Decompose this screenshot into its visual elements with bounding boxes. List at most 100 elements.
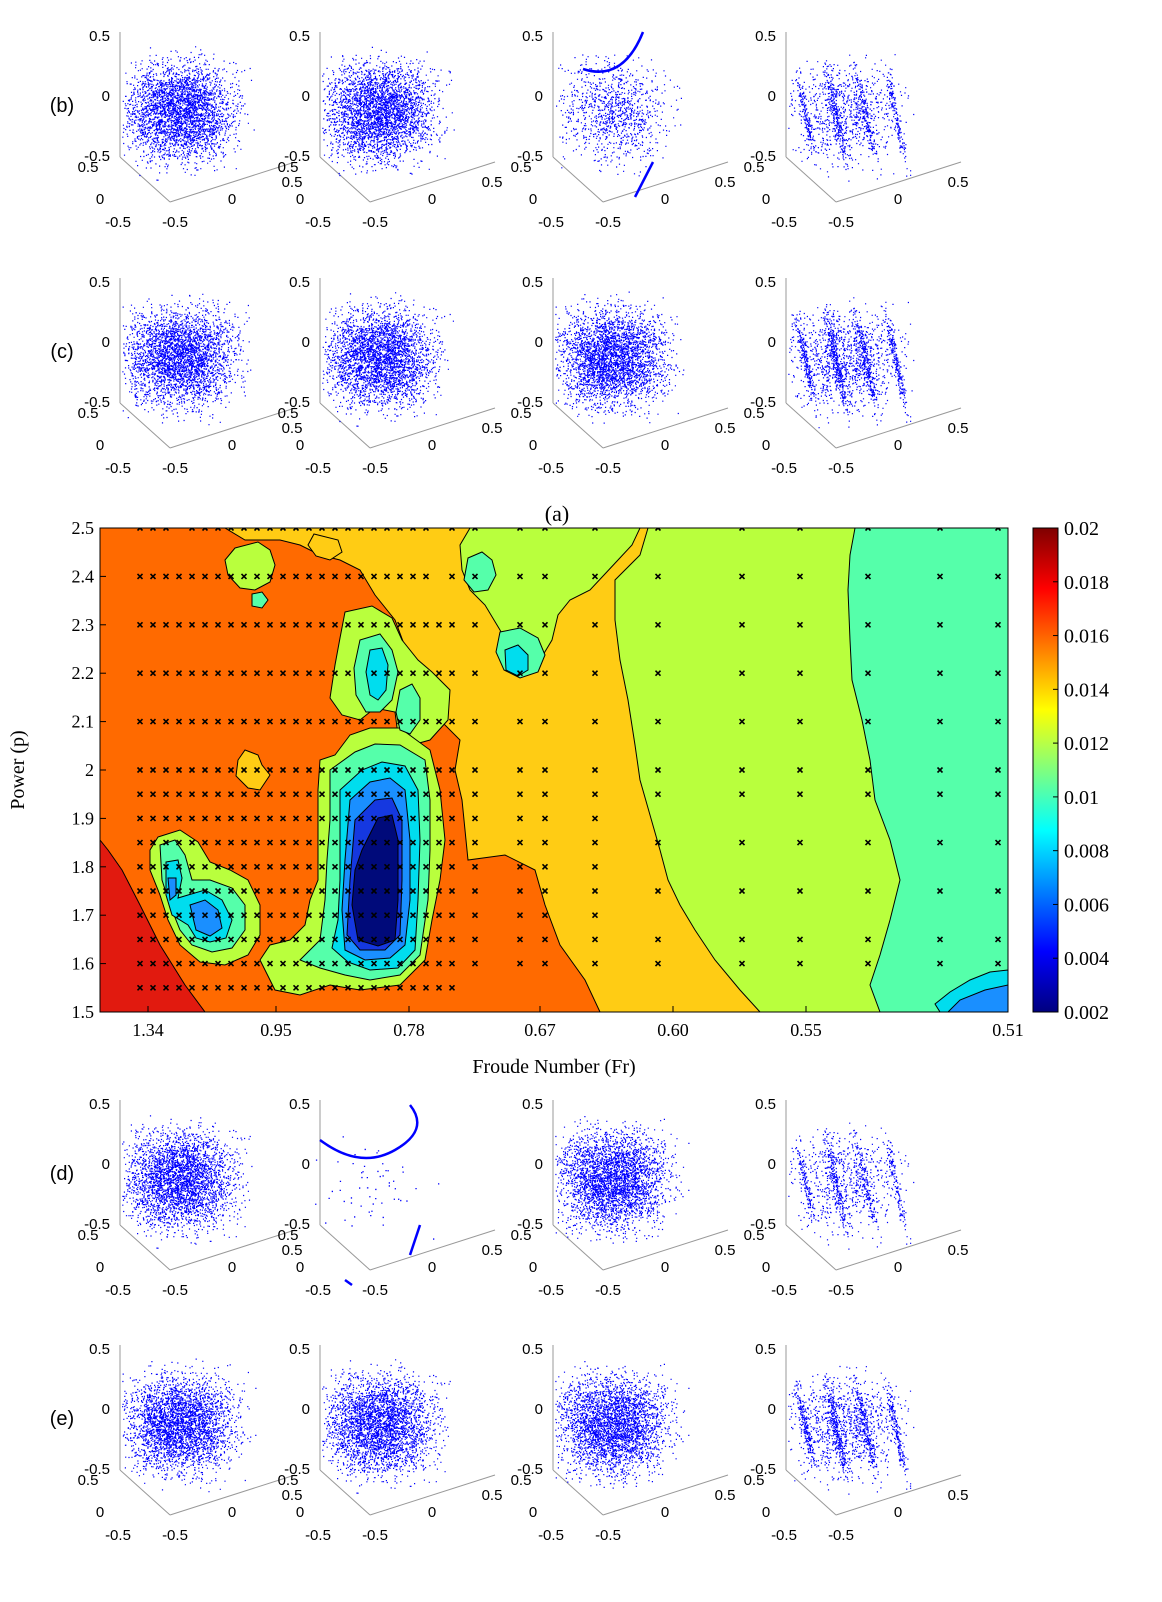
contour-region [463,551,497,593]
sample-point [796,528,804,532]
sample-point [994,791,1002,798]
sample-point [305,887,313,895]
scatter-axes: 0.50-0.50.50-0.50.50-0.5 [278,1096,503,1299]
sample-point [292,766,300,774]
z-tick-label: 0 [535,1401,543,1418]
sample-point [357,936,365,943]
sample-point [136,791,144,798]
scatter-panel: 0.50-0.50.50-0.50.50-0.5 [744,1096,969,1299]
sample-point [654,670,662,677]
y-tick-label: 0.5 [482,1487,503,1504]
y-tick-label: 2.4 [72,566,95,586]
sample-point [471,791,479,798]
sample-point [370,863,378,870]
sample-point [318,960,326,967]
z-tick-label: -0.5 [750,148,776,165]
sample-point [357,573,365,580]
sample-point [994,936,1002,943]
scatter-axes: 0.50-0.50.50-0.50.50-0.5 [511,1096,736,1299]
x-tick-label: 0.5 [278,159,299,176]
sample-point [318,815,326,822]
sample-point [162,791,170,798]
sample-point [318,528,326,532]
sample-point [344,573,352,580]
sample-point [149,766,157,774]
sample-point [383,984,391,991]
sample-point [435,621,443,628]
sample-point [435,887,443,895]
sample-point [591,528,599,532]
sample-point [331,912,339,919]
x-tick-label: 0.5 [278,405,299,422]
sample-point [383,573,391,580]
x-tick-label: 0.5 [744,1227,765,1244]
sample-point [471,863,479,870]
sample-point [253,984,261,991]
sample-point [344,839,352,846]
sample-point [318,670,326,677]
sample-point [409,718,417,725]
z-tick-label: -0.5 [517,1461,543,1478]
y-tick-label: 1.8 [72,857,95,877]
sample-point [422,766,430,774]
scatter-axes: 0.50-0.50.50-0.50.50-0.5 [744,274,969,477]
sample-point [396,718,404,725]
y-tick-label: -0.5 [595,460,621,477]
sample-point [318,791,326,798]
z-tick-label: 0.5 [289,28,310,45]
sample-point [864,621,872,628]
scatter-dots [122,293,252,426]
sample-point [266,815,274,822]
filament [633,161,655,198]
sample-point [188,815,196,822]
sample-point [516,863,524,870]
y-tick-label: 0.5 [948,174,969,191]
sample-point [331,766,339,774]
sample-point [240,936,248,943]
sample-point [240,815,248,822]
y-tick-label: 2.2 [72,663,95,683]
sample-point [448,791,456,798]
contour-region [365,647,389,701]
scatter-row: (e)0.50-0.50.50-0.50.50-0.50.50-0.50.50-… [50,1341,969,1544]
y-tick-label: 0.5 [282,1487,303,1504]
y-tick-label: 0.5 [282,1242,303,1259]
scatter-points [788,1122,915,1250]
z-tick-label: 0 [302,1401,310,1418]
z-tick-label: 0.5 [755,1341,776,1358]
sample-point [357,839,365,846]
sample-point [396,766,404,774]
y-tick-label: 0 [661,1259,669,1276]
sample-point [936,670,944,677]
x-tick-label: 0 [96,437,104,454]
z-tick-label: -0.5 [84,1216,110,1233]
x-tick-label: 0 [529,437,537,454]
sample-point [738,839,746,846]
sample-point [994,839,1002,846]
sample-point [541,528,549,532]
sample-point [409,670,417,677]
x-tick-label: -0.5 [105,1282,131,1299]
y-tick-label: 0 [228,191,236,208]
sample-point [864,791,872,798]
x-tick-label: 0.5 [744,1472,765,1489]
colorbar-tick-label: 0.016 [1064,626,1109,648]
sample-point [383,863,391,870]
sample-point [214,621,222,628]
colorbar-tick-label: 0.01 [1064,787,1099,809]
sample-point [471,621,479,628]
sample-point [864,670,872,677]
contour-region [504,644,529,677]
sample-point [175,766,183,774]
sample-point [175,621,183,628]
sample-point [936,621,944,628]
x-tick-label: 0.5 [278,1227,299,1244]
sample-point [516,912,524,919]
x-tick-label: -0.5 [305,460,331,477]
x-tick-label: 0.60 [657,1020,689,1040]
scatter-panel: 0.50-0.50.50-0.50.50-0.5 [511,28,736,231]
sample-point [240,984,248,991]
sample-point [344,912,352,919]
sample-point [253,815,261,822]
x-tick-label: 0.5 [78,405,99,422]
